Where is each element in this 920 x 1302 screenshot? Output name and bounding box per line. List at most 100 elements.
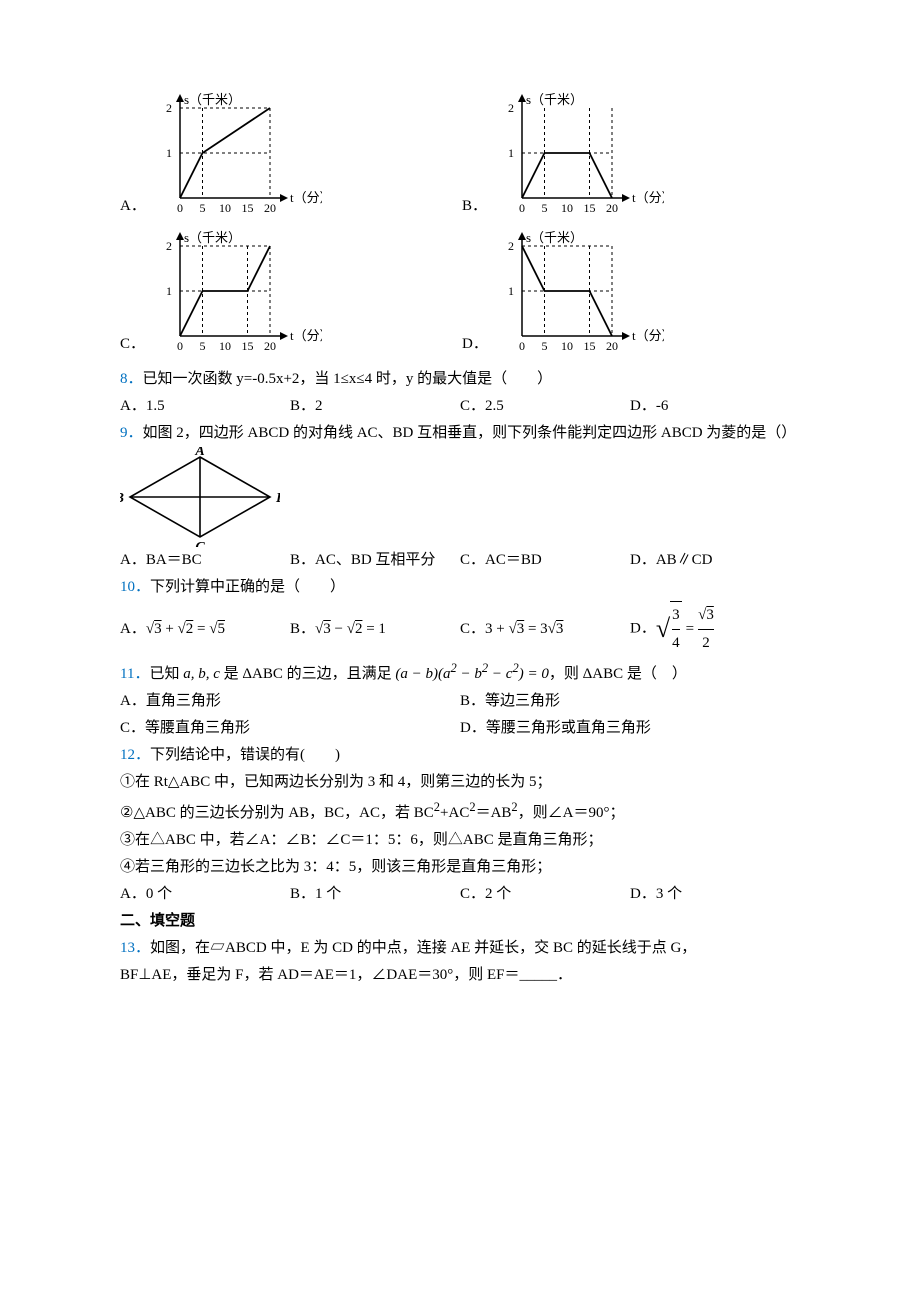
question-13-l1: 13．如图，在▱ABCD 中，E 为 CD 的中点，连接 AE 并延长，交 BC…: [120, 935, 800, 962]
svg-text:t（分）: t（分）: [632, 190, 664, 205]
q9-opt-b: B．AC、BD 互相平分: [290, 547, 460, 574]
qtext-8: 已知一次函数 y=-0.5x+2，当 1≤x≤4 时，y 的最大值是（ ）: [143, 371, 553, 387]
q10-opt-c: C．3 + √3 = 3√3: [460, 616, 630, 643]
svg-text:20: 20: [606, 339, 618, 353]
svg-text:t（分）: t（分）: [290, 328, 322, 343]
svg-text:t（分）: t（分）: [632, 328, 664, 343]
svg-text:1: 1: [508, 284, 514, 298]
q9-options: A．BA＝BC B．AC、BD 互相平分 C．AC＝BD D．AB∥CD: [120, 547, 800, 574]
svg-text:5: 5: [542, 339, 548, 353]
chart-row-2: C． 0 5 10 15 20 1 2 t（分） s（千米） D． 0 5 10 15 20 1 2 t（分）…: [120, 228, 800, 358]
q12-opt-d: D．3 个: [630, 881, 800, 908]
svg-text:1: 1: [508, 146, 514, 160]
qtext-13-l1: 如图，在▱ABCD 中，E 为 CD 的中点，连接 AE 并延长，交 BC 的延…: [150, 940, 696, 956]
question-8: 8．已知一次函数 y=-0.5x+2，当 1≤x≤4 时，y 的最大值是（ ）: [120, 366, 800, 393]
svg-text:s（千米）: s（千米）: [526, 92, 583, 107]
svg-text:20: 20: [264, 339, 276, 353]
q12-s4: ④若三角形的三边长之比为 3：4：5，则该三角形是直角三角形；: [120, 854, 800, 881]
section-2-title: 二、填空题: [120, 908, 800, 935]
question-12: 12．下列结论中，错误的有( ): [120, 742, 800, 769]
svg-text:s（千米）: s（千米）: [184, 92, 241, 107]
svg-text:10: 10: [219, 339, 231, 353]
svg-text:10: 10: [219, 201, 231, 215]
svg-text:5: 5: [200, 339, 206, 353]
q11-condition: (a − b)(a2 − b2 − c2) = 0: [395, 666, 548, 682]
chart-d: 0 5 10 15 20 1 2 t（分） s（千米）: [494, 228, 664, 358]
svg-text:t（分）: t（分）: [290, 190, 322, 205]
q12-s3: ③在△ABC 中，若∠A：∠B：∠C＝1：5：6，则△ABC 是直角三角形；: [120, 827, 800, 854]
q10-options: A．√3 + √2 = √5 B．√3 − √2 = 1 C．3 + √3 = …: [120, 601, 800, 657]
svg-text:10: 10: [561, 339, 573, 353]
qnum-11: 11．: [120, 666, 149, 682]
svg-text:20: 20: [606, 201, 618, 215]
q8-opt-b: B．2: [290, 393, 460, 420]
q12-opt-c: C．2 个: [460, 881, 630, 908]
svg-text:1: 1: [166, 146, 172, 160]
q11-opt-b: B．等边三角形: [460, 688, 800, 715]
svg-text:2: 2: [508, 101, 514, 115]
svg-text:B: B: [120, 491, 124, 506]
chart-row-1: A． 0 5 10 15 20 1 2 t（分） s（千米） B． 0 5 10 15 20 1 2 t（分）…: [120, 90, 800, 220]
q11-opt-c: C．等腰直角三角形: [120, 715, 460, 742]
svg-text:2: 2: [508, 239, 514, 253]
chart-label-a: A．: [120, 193, 152, 220]
q11-options-1: A．直角三角形 B．等边三角形: [120, 688, 800, 715]
chart-a: 0 5 10 15 20 1 2 t（分） s（千米）: [152, 90, 322, 220]
svg-text:D: D: [275, 491, 280, 506]
svg-text:15: 15: [584, 339, 596, 353]
q10-opt-a: A．√3 + √2 = √5: [120, 616, 290, 643]
chart-label-b: B．: [462, 193, 494, 220]
qnum-8: 8．: [120, 371, 143, 387]
svg-text:20: 20: [264, 201, 276, 215]
svg-text:s（千米）: s（千米）: [526, 230, 583, 245]
svg-text:15: 15: [242, 201, 254, 215]
q9-opt-c: C．AC＝BD: [460, 547, 630, 574]
q9-diagram: A B C D: [120, 447, 800, 547]
chart-label-c: C．: [120, 331, 152, 358]
svg-text:10: 10: [561, 201, 573, 215]
svg-text:5: 5: [542, 201, 548, 215]
question-9: 9．如图 2，四边形 ABCD 的对角线 AC、BD 互相垂直，则下列条件能判定…: [120, 420, 800, 447]
chart-c: 0 5 10 15 20 1 2 t（分） s（千米）: [152, 228, 322, 358]
qnum-9: 9．: [120, 425, 143, 441]
q8-opt-a: A．1.5: [120, 393, 290, 420]
q11-options-2: C．等腰直角三角形 D．等腰三角形或直角三角形: [120, 715, 800, 742]
q12-opt-b: B．1 个: [290, 881, 460, 908]
qnum-13: 13．: [120, 940, 150, 956]
q12-options: A．0 个 B．1 个 C．2 个 D．3 个: [120, 881, 800, 908]
qtext-12: 下列结论中，错误的有( ): [150, 747, 340, 763]
svg-text:C: C: [195, 540, 205, 547]
q8-opt-c: C．2.5: [460, 393, 630, 420]
svg-text:A: A: [194, 447, 204, 459]
svg-text:2: 2: [166, 101, 172, 115]
q8-options: A．1.5 B．2 C．2.5 D．-6: [120, 393, 800, 420]
q11-opt-d: D．等腰三角形或直角三角形: [460, 715, 800, 742]
svg-text:0: 0: [519, 201, 525, 215]
q9-opt-d: D．AB∥CD: [630, 547, 800, 574]
svg-text:15: 15: [584, 201, 596, 215]
question-10: 10．下列计算中正确的是（ ）: [120, 574, 800, 601]
q8-opt-d: D．-6: [630, 393, 800, 420]
question-13-l2: BF⊥AE，垂足为 F，若 AD＝AE＝1，∠DAE＝30°，则 EF＝____…: [120, 962, 800, 989]
chart-label-d: D．: [462, 331, 494, 358]
q10-opt-d: D．√34=√32: [630, 601, 800, 657]
qnum-12: 12．: [120, 747, 150, 763]
svg-text:0: 0: [519, 339, 525, 353]
qtext-10: 下列计算中正确的是（ ）: [150, 579, 345, 595]
qtext-9: 如图 2，四边形 ABCD 的对角线 AC、BD 互相垂直，则下列条件能判定四边…: [143, 425, 797, 441]
svg-text:0: 0: [177, 201, 183, 215]
svg-text:5: 5: [200, 201, 206, 215]
svg-text:1: 1: [166, 284, 172, 298]
svg-text:15: 15: [242, 339, 254, 353]
q12-s1: ①在 Rt△ABC 中，已知两边长分别为 3 和 4，则第三边的长为 5；: [120, 769, 800, 796]
svg-text:2: 2: [166, 239, 172, 253]
qnum-10: 10．: [120, 579, 150, 595]
q9-opt-a: A．BA＝BC: [120, 547, 290, 574]
q12-s2: ②△ABC 的三边长分别为 AB，BC，AC，若 BC2+AC2＝AB2，则∠A…: [120, 796, 800, 827]
svg-text:0: 0: [177, 339, 183, 353]
q11-opt-a: A．直角三角形: [120, 688, 460, 715]
chart-b: 0 5 10 15 20 1 2 t（分） s（千米）: [494, 90, 664, 220]
question-11: 11．已知 a, b, c 是 ΔABC 的三边，且满足 (a − b)(a2 …: [120, 657, 800, 688]
q10-opt-b: B．√3 − √2 = 1: [290, 616, 460, 643]
svg-text:s（千米）: s（千米）: [184, 230, 241, 245]
